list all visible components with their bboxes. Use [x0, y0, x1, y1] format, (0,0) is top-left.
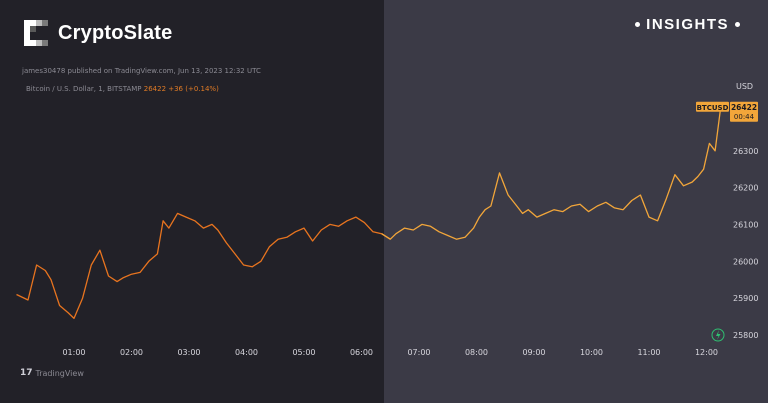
- published-line: james30478 published on TradingView.com,…: [22, 67, 261, 75]
- price-change-text: 26422 +36 (+0.14%): [143, 85, 219, 93]
- x-tick-label: 12:00: [695, 348, 718, 357]
- x-tick-label: 10:00: [580, 348, 603, 357]
- x-tick-label: 04:00: [235, 348, 258, 357]
- insights-text: INSIGHTS: [646, 16, 729, 33]
- x-tick-label: 01:00: [62, 348, 85, 357]
- tradingview-icon: 17: [20, 368, 33, 378]
- y-tick-label: 25800: [733, 331, 758, 340]
- x-tick-label: 02:00: [120, 348, 143, 357]
- x-tick-label: 05:00: [292, 348, 315, 357]
- x-tick-label: 07:00: [407, 348, 430, 357]
- price-line-right: [381, 105, 725, 240]
- y-tick-label: 26200: [733, 184, 758, 193]
- tradingview-text: TradingView: [35, 368, 84, 378]
- x-tick-label: 11:00: [637, 348, 660, 357]
- last-price-value: 26422: [731, 103, 757, 112]
- last-price-badge: [730, 101, 758, 122]
- symbol-line: Bitcoin / U.S. Dollar, 1, BITSTAMP 26422…: [26, 85, 219, 93]
- y-tick-label: 26100: [733, 220, 758, 229]
- lightning-bolt-icon: [716, 330, 721, 340]
- bullet-icon: [735, 22, 740, 27]
- symbol-badge-label: BTCUSD: [697, 104, 729, 112]
- x-tick-label: 08:00: [465, 348, 488, 357]
- y-tick-label: 25900: [733, 294, 758, 303]
- background-left-panel: [0, 0, 384, 403]
- price-line-left: [16, 212, 391, 320]
- bullet-icon: [635, 22, 641, 27]
- brand-name: CryptoSlate: [58, 21, 173, 44]
- lightning-icon: [711, 328, 725, 342]
- x-tick-label: 03:00: [177, 348, 200, 357]
- x-tick-label: 09:00: [522, 348, 545, 357]
- background-right-panel: [384, 0, 768, 403]
- symbol-badge: [696, 101, 729, 112]
- x-tick-label: 06:00: [350, 348, 373, 357]
- y-tick-label: 26300: [733, 147, 758, 156]
- y-axis-unit: USD: [736, 82, 753, 91]
- tradingview-logo[interactable]: 17 TradingView: [20, 368, 84, 378]
- symbol-text: Bitcoin / U.S. Dollar, 1, BITSTAMP: [26, 85, 142, 93]
- insights-label: INSIGHTS: [629, 16, 746, 33]
- y-tick-label: 26000: [733, 257, 758, 266]
- brand-logo: CryptoSlate: [24, 20, 172, 46]
- countdown-value: 00:44: [734, 113, 755, 121]
- cryptoslate-logo-icon: [24, 20, 48, 46]
